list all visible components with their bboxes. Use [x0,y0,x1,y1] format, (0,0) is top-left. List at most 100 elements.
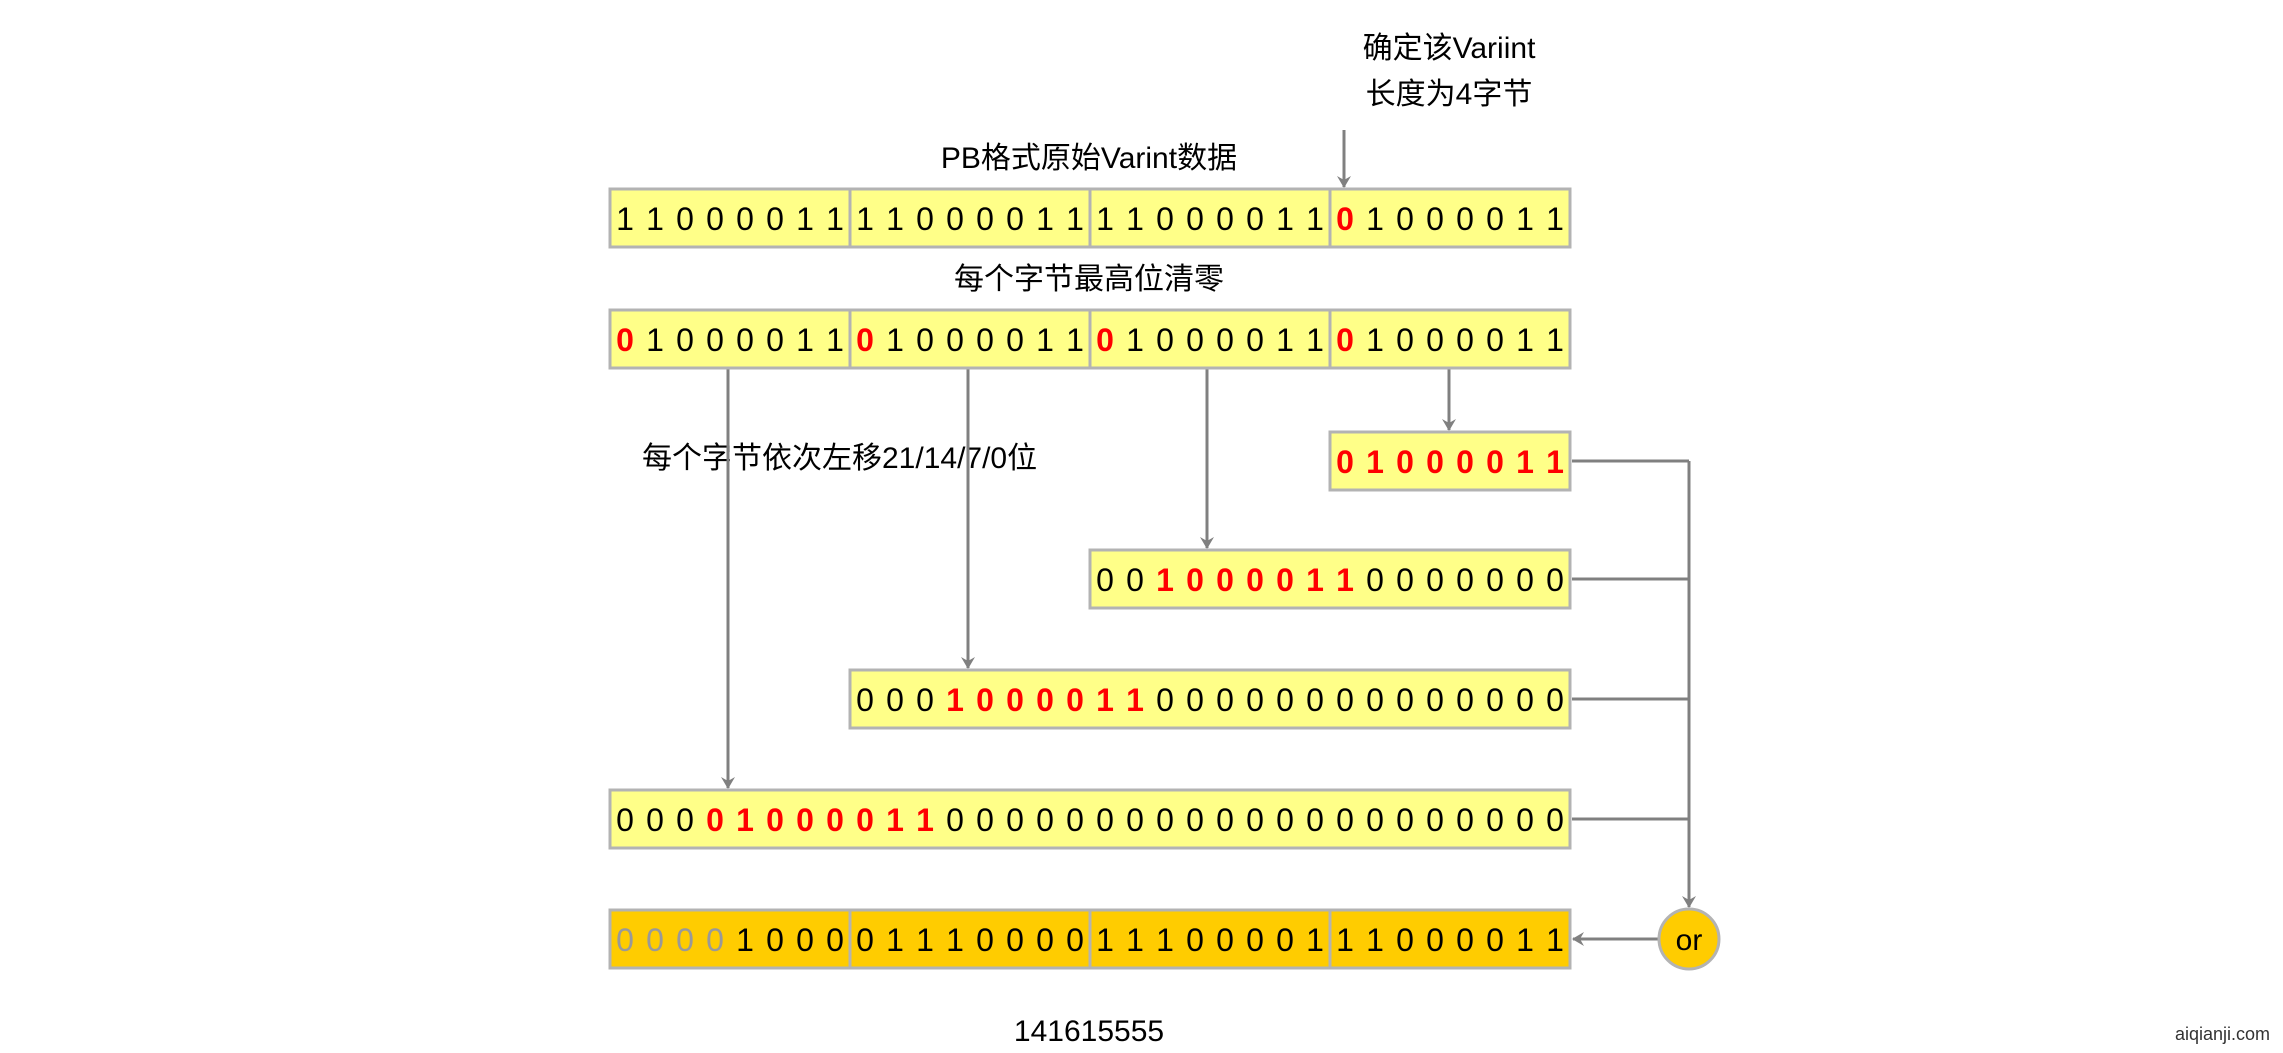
bit-digit: 0 [1336,682,1354,718]
bit-digit: 1 [1126,922,1144,958]
shift-note: 每个字节依次左移21/14/7/0位 [642,442,1037,475]
bit-digit: 0 [1516,682,1534,718]
bit-digit: 1 [646,201,664,237]
bit-digit: 1 [1366,201,1384,237]
bit-digit: 1 [1366,922,1384,958]
bit-digit: 0 [1426,802,1444,838]
bit-digit: 1 [616,201,634,237]
bit-digit: 1 [796,201,814,237]
bit-digit: 0 [796,802,814,838]
bit-digit: 0 [616,802,634,838]
bit-digit: 1 [1306,562,1324,598]
bit-digit: 1 [886,201,904,237]
bit-digit: 0 [1186,922,1204,958]
bit-digit: 0 [1036,922,1054,958]
bit-digit: 0 [766,201,784,237]
bit-digit: 0 [1396,802,1414,838]
bit-digit: 1 [1096,201,1114,237]
bit-digit: 0 [1456,682,1474,718]
bit-digit: 0 [1006,322,1024,358]
bit-digit: 0 [1396,322,1414,358]
bit-digit: 1 [736,802,754,838]
bit-digit: 1 [916,802,934,838]
bit-digit: 0 [1156,322,1174,358]
bit-digit: 0 [976,682,994,718]
bit-digit: 0 [1396,562,1414,598]
bit-digit: 0 [1396,682,1414,718]
bit-digit: 0 [1216,562,1234,598]
bit-digit: 0 [1336,444,1354,480]
bit-digit: 0 [1486,201,1504,237]
bit-digit: 0 [1516,562,1534,598]
bit-digit: 0 [1246,322,1264,358]
bit-digit: 1 [796,322,814,358]
bit-digit: 0 [1156,802,1174,838]
raw-title: PB格式原始Varint数据 [941,142,1237,175]
bit-digit: 0 [706,802,724,838]
bit-digit: 1 [1096,682,1114,718]
bit-digit: 1 [826,322,844,358]
bit-digit: 1 [1126,201,1144,237]
bit-digit: 0 [1426,922,1444,958]
bit-digit: 0 [916,201,934,237]
bit-digit: 1 [826,201,844,237]
bit-digit: 1 [1036,201,1054,237]
bit-digit: 0 [1216,802,1234,838]
bit-digit: 1 [946,682,964,718]
bit-digit: 0 [1216,922,1234,958]
bit-digit: 0 [1066,682,1084,718]
bit-digit: 1 [1546,201,1564,237]
bit-digit: 0 [1366,562,1384,598]
bit-digit: 0 [706,201,724,237]
bit-digit: 0 [1396,201,1414,237]
bit-digit: 1 [1126,682,1144,718]
bit-digit: 0 [1546,682,1564,718]
bit-digit: 0 [1306,682,1324,718]
bit-digit: 0 [1486,444,1504,480]
bit-digit: 0 [1486,922,1504,958]
bit-digit: 1 [856,201,874,237]
bit-digit: 0 [1186,802,1204,838]
bit-digit: 0 [976,922,994,958]
bit-digit: 0 [1516,802,1534,838]
bit-digit: 1 [1516,922,1534,958]
bit-digit: 0 [1066,922,1084,958]
bit-digit: 0 [856,682,874,718]
bit-digit: 0 [946,802,964,838]
bit-digit: 0 [1456,322,1474,358]
bit-digit: 1 [1276,201,1294,237]
bit-digit: 0 [1306,802,1324,838]
bit-box [1088,548,1572,610]
bit-digit: 0 [1066,802,1084,838]
bit-digit: 0 [616,922,634,958]
bit-digit: 0 [796,922,814,958]
bit-digit: 1 [886,922,904,958]
bit-digit: 0 [1336,322,1354,358]
bit-digit: 0 [1006,201,1024,237]
length-note-line1: 确定该Variint [1363,32,1536,65]
bit-digit: 1 [1306,922,1324,958]
bit-digit: 0 [916,322,934,358]
bit-digit: 1 [1546,444,1564,480]
bit-digit: 0 [1246,201,1264,237]
bit-digit: 1 [1066,322,1084,358]
bit-digit: 1 [1336,562,1354,598]
bit-digit: 1 [646,322,664,358]
bit-digit: 0 [1006,682,1024,718]
bit-digit: 1 [1096,922,1114,958]
bit-digit: 0 [1336,802,1354,838]
bit-digit: 0 [1096,802,1114,838]
or-circle [1657,907,1721,971]
bit-digit: 0 [1246,562,1264,598]
bit-digit: 0 [1366,682,1384,718]
or-node: or [1657,907,1721,971]
bit-digit: 1 [1366,444,1384,480]
bit-digit: 0 [766,322,784,358]
bit-digit: 0 [976,802,994,838]
bit-digit: 1 [1126,322,1144,358]
bit-digit: 0 [706,922,724,958]
bit-digit: 1 [1516,444,1534,480]
bit-digit: 0 [1396,922,1414,958]
bit-digit: 0 [1186,562,1204,598]
